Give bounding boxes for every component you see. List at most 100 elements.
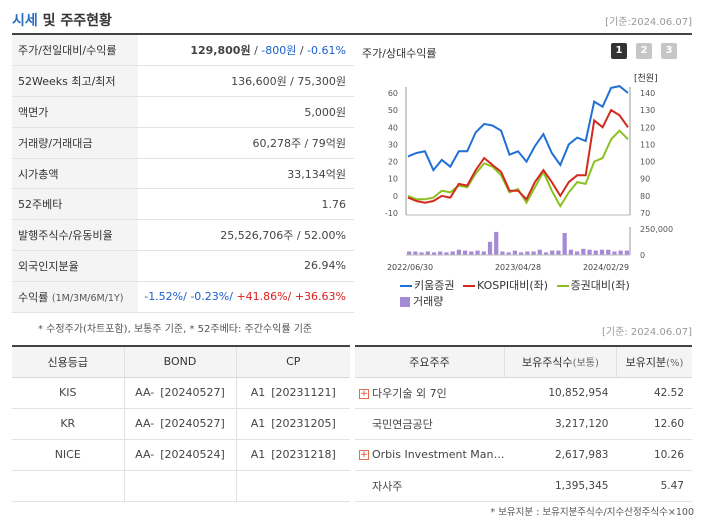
volume-bar — [512, 250, 517, 255]
right-tick-label: 140 — [640, 89, 655, 98]
table-row: 52주베타 1.76 — [12, 188, 354, 221]
volume-bar — [456, 249, 461, 255]
volume-bar — [556, 250, 561, 255]
volume-bar — [438, 251, 443, 255]
volume-bar — [463, 250, 468, 255]
holder-name: 자사주 — [355, 470, 505, 502]
table-row: 액면가 5,000원 — [12, 96, 354, 128]
volume-tick-label: 0 — [640, 251, 645, 260]
col-header: BOND — [124, 346, 237, 378]
volume-tick-label: 250,000 — [640, 225, 673, 234]
table-header-row: 주요주주 보유주식수(보통) 보유지분(%) — [355, 346, 692, 378]
right-tick-label: 80 — [640, 192, 650, 201]
volume-bar — [624, 250, 629, 255]
volume-bar — [419, 252, 424, 255]
volume-bar — [618, 250, 623, 255]
table-row: 수익률 (1M/3M/6M/1Y) -1.52%/ -0.23%/ +41.86… — [12, 281, 354, 313]
right-tick-label: 130 — [640, 106, 655, 115]
table-row: 자사주 1,395,345 5.47 — [355, 470, 692, 502]
footnote-date: [기준: 2024.06.07] — [601, 327, 692, 338]
volume-bar — [568, 249, 573, 255]
volume-bar — [531, 251, 536, 255]
price-value: 129,800원 / -800원 / -0.61% — [138, 35, 354, 67]
table-row: KR AA- [20240527] A1 [20231205] — [12, 408, 350, 440]
table-row: 국민연금공단 3,217,120 12.60 — [355, 408, 692, 440]
x-tick-label: 2022/06/30 — [387, 263, 433, 272]
chart-title: 주가/상대수익률 — [362, 47, 437, 60]
chart-header: 주가/상대수익률 1 2 3 — [358, 43, 692, 61]
agency-cell: NICE — [12, 439, 125, 471]
col-header: 신용등급 — [12, 346, 125, 378]
row-value: 26.94% — [138, 250, 354, 282]
row-label: 52주베타 — [12, 188, 138, 221]
table-row: 시가총액 33,134억원 — [12, 158, 354, 190]
right-tick-label: 100 — [640, 158, 655, 167]
chart-tab-3[interactable]: 3 — [661, 43, 677, 59]
volume-bar — [469, 251, 474, 255]
cp-cell: A1 [20231121] — [236, 377, 350, 409]
agency-cell: KR — [12, 408, 125, 440]
agency-cell: KIS — [12, 377, 125, 409]
col-header: CP — [236, 346, 350, 378]
row-label: 액면가 — [12, 96, 138, 128]
volume-bar — [450, 251, 455, 255]
chart-tab-1[interactable]: 1 — [611, 43, 627, 59]
left-tick-label: 40 — [388, 123, 398, 132]
volume-bar — [519, 252, 524, 255]
expand-plus-icon[interactable]: + — [359, 450, 369, 460]
table-row: + Orbis Investment Man… 2,617,983 10.26 — [355, 439, 692, 471]
volume-bar — [550, 250, 555, 255]
bond-cell: AA- [20240524] — [124, 439, 237, 471]
holder-name: 국민연금공단 — [355, 408, 505, 440]
expand-plus-icon[interactable]: + — [359, 388, 369, 399]
table-row: KIS AA- [20240527] A1 [20231121] — [12, 377, 350, 409]
credit-rating-table: 신용등급 BOND CP KIS AA- [20240527] A1 [202311… — [12, 345, 350, 502]
volume-bar — [500, 251, 505, 255]
legend-stock: 키움증권 — [400, 277, 454, 293]
holder-shares: 10,852,954 — [504, 377, 617, 409]
price-chart: [천원]6050403020100-1014013012011010090807… — [385, 73, 673, 272]
volume-bar — [575, 251, 580, 255]
row-value: 1.76 — [138, 188, 354, 221]
left-tick-label: 10 — [388, 175, 398, 184]
volume-bar — [444, 252, 449, 255]
reference-date: [기준:2024.06.07] — [605, 17, 692, 28]
returns-value: -1.52%/ -0.23%/ +41.86%/ +36.63% — [138, 281, 354, 313]
legend-volume: 거래량 — [400, 293, 443, 309]
left-tick-label: 30 — [388, 140, 398, 149]
row-value: 136,600원 / 75,300원 — [138, 65, 354, 98]
table-row: 발행주식수/유동비율 25,526,706주 / 52.00% — [12, 219, 354, 252]
legend-line-icon — [462, 285, 475, 287]
series-line-2 — [407, 129, 629, 209]
series-line-1 — [407, 108, 629, 204]
holder-name: + 다우기술 외 7인 — [355, 377, 505, 409]
table-row: + 다우기술 외 7인 10,852,954 42.52 — [355, 377, 692, 409]
right-tick-label: 120 — [640, 123, 655, 132]
left-tick-label: -10 — [385, 209, 398, 218]
series-line-0 — [407, 85, 629, 172]
volume-bar — [537, 249, 542, 255]
row-label: 시가총액 — [12, 158, 138, 190]
row-label: 52Weeks 최고/최저 — [12, 65, 138, 98]
volume-bar — [543, 252, 549, 255]
table-header-row: 신용등급 BOND CP — [12, 346, 350, 378]
row-value: 60,278주 / 79억원 — [138, 127, 354, 159]
legend-kospi: KOSPI대비(좌) — [462, 277, 548, 293]
chart-tab-2[interactable]: 2 — [636, 43, 652, 59]
row-label: 수익률 (1M/3M/6M/1Y) — [12, 281, 138, 313]
row-value: 33,134억원 — [138, 158, 354, 190]
volume-bar — [562, 233, 567, 255]
row-label: 발행주식수/유동비율 — [12, 219, 138, 252]
volume-bar — [506, 252, 511, 255]
right-axis-unit: [천원] — [634, 73, 658, 84]
volume-bar — [475, 250, 480, 255]
volume-bar — [525, 251, 530, 255]
bond-cell: AA- [20240527] — [124, 377, 237, 409]
holder-shares: 3,217,120 — [504, 408, 617, 440]
holder-shares: 2,617,983 — [504, 439, 617, 471]
row-label: 주가/전일대비/수익률 — [12, 35, 138, 67]
volume-bar — [587, 249, 592, 255]
legend-square-icon — [400, 297, 410, 307]
table-row: 외국인지분율 26.94% — [12, 250, 354, 282]
holder-name: + Orbis Investment Man… — [355, 439, 505, 471]
